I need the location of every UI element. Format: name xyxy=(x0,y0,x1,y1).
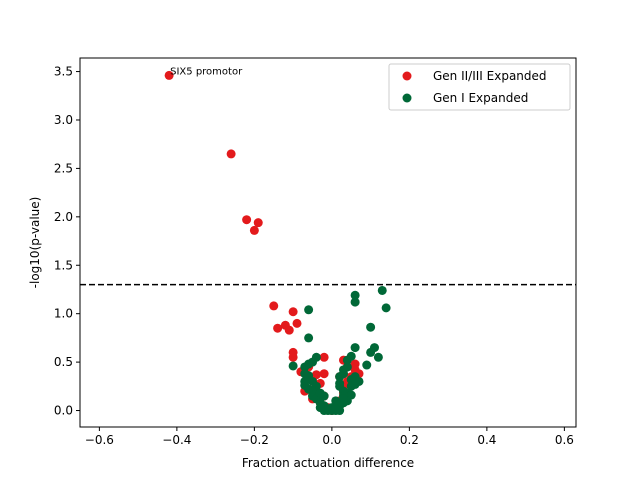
point-series-1-53 xyxy=(315,403,325,413)
y-tick-label: 2.0 xyxy=(54,210,73,224)
legend-label-gen-i: Gen I Expanded xyxy=(433,91,528,105)
point-series-1-3 xyxy=(350,297,360,307)
x-axis-label: Fraction actuation difference xyxy=(242,456,414,470)
point-series-1-6 xyxy=(304,333,314,343)
point-series-1-57 xyxy=(308,376,317,386)
x-tick-label: 0.4 xyxy=(477,433,496,447)
point-series-1-31 xyxy=(350,379,360,389)
point-series-1-1 xyxy=(350,290,360,300)
y-axis-ticks: 0.0 0.5 1.0 1.5 2.0 2.5 3.0 3.5 xyxy=(54,65,80,418)
annotation-six5-promotor: SIX5 promotor xyxy=(170,66,243,77)
point-series-1-17 xyxy=(300,362,310,372)
point-series-0-10 xyxy=(284,325,294,335)
point-series-0-6 xyxy=(288,307,298,317)
plot-area-frame xyxy=(79,57,577,428)
point-series-0-4 xyxy=(249,225,259,235)
point-series-0-17 xyxy=(319,369,329,379)
point-series-1-60 xyxy=(319,391,329,401)
point-series-1-51 xyxy=(323,404,333,414)
y-tick-label: 3.0 xyxy=(54,113,73,127)
point-series-1-18 xyxy=(288,361,298,371)
point-series-1-52 xyxy=(331,404,341,414)
point-series-0-5 xyxy=(269,301,279,311)
y-tick-label: 0.0 xyxy=(54,404,73,418)
point-series-1-54 xyxy=(339,394,348,404)
legend-label-gen-ii-iii: Gen II/III Expanded xyxy=(433,69,547,83)
point-series-1-0 xyxy=(377,285,387,295)
point-series-1-9 xyxy=(366,347,376,357)
point-series-0-3 xyxy=(253,218,263,228)
point-series-1-33 xyxy=(304,384,314,394)
x-tick-label: 0.0 xyxy=(322,433,341,447)
point-series-0-7 xyxy=(292,318,302,328)
point-series-1-2 xyxy=(381,303,391,313)
legend-marker-gen-i xyxy=(402,93,412,103)
point-series-0-0 xyxy=(164,70,174,80)
point-series-0-2 xyxy=(242,215,252,225)
point-series-1-59 xyxy=(339,369,348,379)
x-tick-label: 0.6 xyxy=(555,433,574,447)
x-tick-label: −0.2 xyxy=(240,433,269,447)
x-tick-label: −0.4 xyxy=(162,433,191,447)
y-tick-label: 1.0 xyxy=(54,307,73,321)
point-series-0-1 xyxy=(226,149,236,159)
legend-marker-gen-ii-iii xyxy=(402,71,412,81)
point-series-0-12 xyxy=(288,352,298,362)
point-series-0-14 xyxy=(319,352,329,362)
point-series-1-5 xyxy=(366,322,376,332)
y-tick-label: 1.5 xyxy=(54,258,73,272)
y-tick-label: 2.5 xyxy=(54,161,73,175)
point-series-1-56 xyxy=(335,378,345,388)
point-series-1-14 xyxy=(342,355,352,365)
legend: Gen II/III Expanded Gen I Expanded xyxy=(388,63,571,111)
y-axis-label: -log10(p-value) xyxy=(28,197,42,289)
y-tick-label: 3.5 xyxy=(54,65,73,79)
point-series-1-4 xyxy=(304,305,314,315)
point-series-0-9 xyxy=(273,323,283,333)
point-series-1-15 xyxy=(362,360,372,370)
point-series-1-61 xyxy=(331,396,341,406)
legend-box xyxy=(388,63,571,111)
marks-layer xyxy=(164,70,391,416)
x-axis-ticks: −0.6 −0.4 −0.2 0.0 0.2 0.4 0.6 xyxy=(85,427,574,447)
y-tick-label: 0.5 xyxy=(54,355,73,369)
point-series-1-10 xyxy=(373,352,383,362)
x-tick-label: −0.6 xyxy=(85,433,114,447)
point-series-1-7 xyxy=(350,343,360,353)
x-tick-label: 0.2 xyxy=(400,433,419,447)
